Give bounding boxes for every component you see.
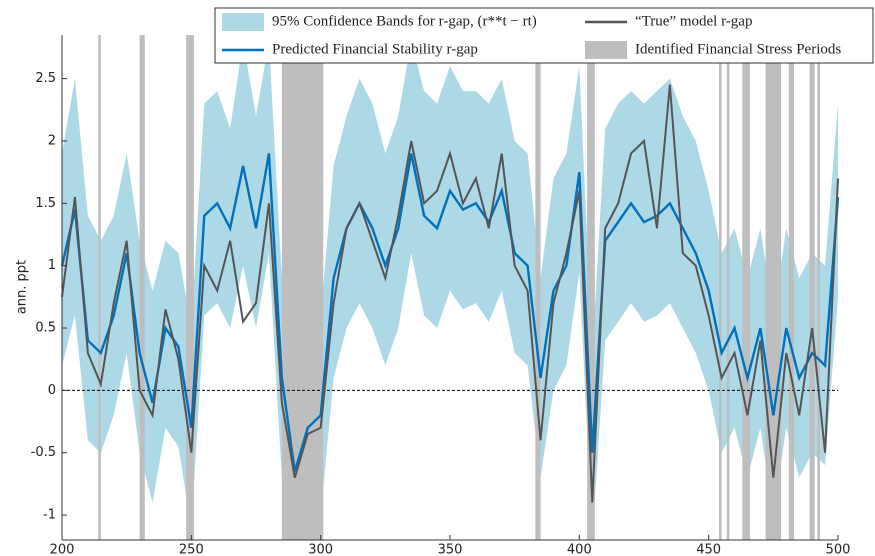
stress-period xyxy=(98,35,101,540)
stress-period xyxy=(765,35,782,540)
stress-period xyxy=(809,35,815,540)
stress-period xyxy=(817,35,820,540)
stress-period xyxy=(535,35,541,540)
stress-period xyxy=(139,35,145,540)
stress-period xyxy=(719,35,722,540)
legend: 95% Confidence Bands for r-gap, (r**t − … xyxy=(214,7,874,64)
y-tick-label: 0.5 xyxy=(35,321,56,336)
x-tick-label: 300 xyxy=(308,543,333,556)
y-axis-label: ann. ppt xyxy=(15,260,30,314)
legend-label: Predicted Financial Stability r-gap xyxy=(272,41,478,57)
series-line xyxy=(61,84,839,503)
legend-swatch xyxy=(585,41,627,59)
stress-period xyxy=(726,35,730,540)
x-tick-label: 500 xyxy=(826,543,851,556)
legend-swatch xyxy=(222,13,264,31)
y-tick-label: 0 xyxy=(48,383,56,398)
x-tick-label: 250 xyxy=(179,543,204,556)
x-tick-label: 400 xyxy=(567,543,592,556)
y-tick-label: -1 xyxy=(43,508,56,523)
x-tick-label: 200 xyxy=(50,543,75,556)
legend-box xyxy=(214,7,874,64)
legend-label: Identified Financial Stress Periods xyxy=(635,41,841,57)
y-tick-label: 2 xyxy=(48,133,56,148)
y-tick-label: 2.5 xyxy=(35,71,56,86)
y-tick-label: 1.5 xyxy=(35,196,56,211)
y-tick-label: -0.5 xyxy=(31,445,56,460)
stress-period xyxy=(788,35,795,540)
x-tick-label: 450 xyxy=(696,543,721,556)
legend-label: “True” model r-gap xyxy=(635,13,752,29)
confidence-band xyxy=(62,41,838,541)
stress-period xyxy=(281,35,324,540)
series-line xyxy=(60,153,840,472)
stress-period xyxy=(587,35,595,540)
legend-label: 95% Confidence Bands for r-gap, (r**t − … xyxy=(272,13,537,29)
stress-period xyxy=(186,35,194,540)
x-tick-label: 350 xyxy=(438,543,463,556)
y-tick-label: 1 xyxy=(48,258,56,273)
stress-period xyxy=(742,35,751,540)
